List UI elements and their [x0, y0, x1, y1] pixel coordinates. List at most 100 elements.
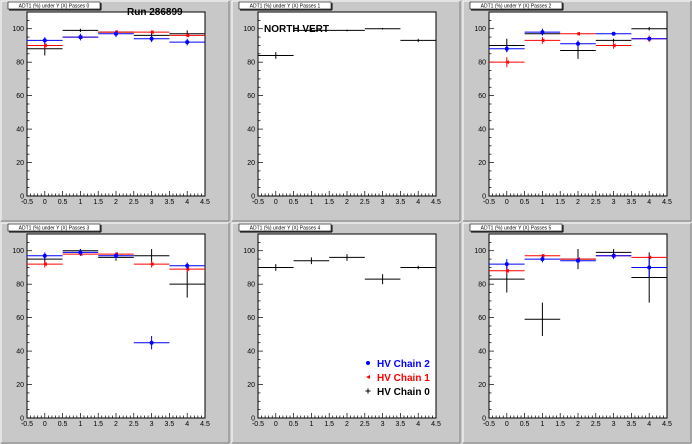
plot-frame — [257, 11, 437, 197]
x-tick-label: 3.5 — [396, 421, 406, 428]
marker-circle — [540, 257, 545, 262]
y-axis: 0 20 40 60 80 100 — [12, 11, 32, 201]
legend-marker-circle — [366, 361, 370, 365]
marker-circle — [576, 258, 580, 263]
data-point — [293, 28, 330, 33]
y-tick-label: 80 — [247, 282, 255, 289]
x-tick-label: 3 — [612, 421, 616, 428]
x-axis: -0.5 0 0.5 1 1.5 2 2.5 3 3.5 4 4.5 — [483, 191, 672, 206]
y-tick-label: 100 — [474, 248, 486, 255]
x-tick-label: 3.5 — [627, 421, 637, 428]
data-point — [489, 57, 525, 68]
y-axis: 0 20 40 60 80 100 — [474, 233, 494, 423]
x-axis: -0.5 0 0.5 1 1.5 2 2.5 3 3.5 4 4.5 — [252, 413, 441, 428]
title-box: ADT1 (%) under Y (X) Passes 2 — [469, 1, 564, 11]
title-box-text: ADT1 (%) under Y (X) Passes 1 — [250, 4, 321, 10]
series-chain0 — [258, 27, 436, 59]
x-tick-label: 3.5 — [627, 199, 637, 206]
x-tick-label: 4 — [416, 199, 420, 206]
data-point — [329, 254, 365, 261]
y-tick-label: 60 — [16, 315, 24, 322]
title-box-frame — [238, 1, 332, 10]
data-point — [258, 52, 294, 59]
series-chain2 — [27, 249, 205, 350]
y-tick-label: 80 — [247, 60, 255, 67]
marker-triangle — [504, 268, 509, 273]
data-point — [364, 27, 401, 30]
marker-circle — [504, 46, 509, 51]
y-tick-label: 80 — [16, 282, 24, 289]
legend-entry-label: HV Chain 1 — [377, 373, 430, 384]
x-tick-label: 2 — [345, 199, 349, 206]
x-tick-label: 2.5 — [591, 421, 601, 428]
y-tick-label: 20 — [16, 160, 24, 167]
y-tick-label: 100 — [474, 26, 486, 33]
x-tick-label: 3.5 — [396, 199, 406, 206]
x-tick-label: 2 — [114, 199, 118, 206]
data-point — [524, 302, 561, 337]
y-axis: 0 20 40 60 80 100 — [474, 11, 494, 201]
x-tick-label: 4 — [647, 421, 651, 428]
data-point — [489, 259, 525, 270]
data-point — [133, 35, 170, 43]
y-tick-label: 0 — [251, 416, 255, 423]
legend-entry-label: HV Chain 0 — [377, 387, 430, 398]
y-tick-label: 0 — [20, 194, 24, 201]
x-tick-label: 4.5 — [200, 421, 210, 428]
data-point — [595, 38, 632, 43]
x-tick-label: 2.5 — [360, 421, 370, 428]
y-tick-label: 100 — [12, 248, 24, 255]
x-tick-label: -0.5 — [252, 199, 264, 206]
data-point — [169, 262, 205, 270]
data-point — [293, 257, 330, 265]
title-box: ADT1 (%) under Y (X) Passes 3 — [7, 223, 102, 233]
x-tick-label: 0 — [505, 199, 509, 206]
data-point — [27, 260, 63, 268]
x-tick-label: 3 — [150, 199, 154, 206]
data-point — [560, 257, 596, 265]
x-tick-label: 1.5 — [555, 421, 565, 428]
marker-triangle — [42, 43, 47, 48]
x-tick-label: 3 — [381, 421, 385, 428]
marker-triangle — [185, 33, 190, 38]
y-tick-label: 40 — [478, 349, 486, 356]
marker-circle — [504, 262, 509, 267]
x-tick-label: 0.5 — [520, 199, 530, 206]
plot-frame — [26, 11, 206, 197]
y-tick-label: 20 — [247, 382, 255, 389]
data-point — [133, 249, 170, 263]
y-tick-label: 40 — [247, 127, 255, 134]
y-tick-label: 0 — [482, 194, 486, 201]
title-box-text: ADT1 (%) under Y (X) Passes 0 — [19, 4, 90, 10]
series-chain2 — [27, 30, 205, 46]
panel-0: ADT1 (%) under Y (X) Passes 0-0.5 0 0.5 1 1.… — [0, 0, 230, 222]
title-box-frame — [7, 1, 101, 10]
data-point — [62, 33, 99, 41]
x-tick-label: 1 — [309, 421, 313, 428]
x-tick-label: 0.5 — [58, 421, 68, 428]
panel-5: ADT1 (%) under Y (X) Passes 5-0.5 0 0.5 1 1.… — [462, 222, 692, 444]
data-point — [98, 30, 134, 38]
data-point — [631, 27, 667, 31]
x-tick-label: -0.5 — [252, 421, 264, 428]
y-tick-label: 60 — [247, 93, 255, 100]
x-tick-label: 1 — [309, 199, 313, 206]
x-tick-label: 0.5 — [520, 421, 530, 428]
y-tick-label: 20 — [16, 382, 24, 389]
data-point — [524, 28, 561, 36]
data-point — [169, 38, 205, 46]
x-tick-label: 0.5 — [289, 421, 299, 428]
x-tick-label: 3 — [150, 421, 154, 428]
x-tick-label: 4 — [185, 421, 189, 428]
data-point — [27, 252, 63, 260]
y-tick-label: 20 — [247, 160, 255, 167]
y-tick-label: 60 — [16, 93, 24, 100]
x-tick-label: 0 — [274, 199, 278, 206]
panel-3: ADT1 (%) under Y (X) Passes 3-0.5 0 0.5 1 1.… — [0, 222, 230, 444]
y-tick-label: 40 — [16, 127, 24, 134]
legend-entry-label: HV Chain 2 — [377, 359, 430, 370]
panel-annotation: NORTH VERT — [264, 24, 329, 35]
x-tick-label: 1.5 — [555, 199, 565, 206]
data-point — [595, 252, 632, 260]
